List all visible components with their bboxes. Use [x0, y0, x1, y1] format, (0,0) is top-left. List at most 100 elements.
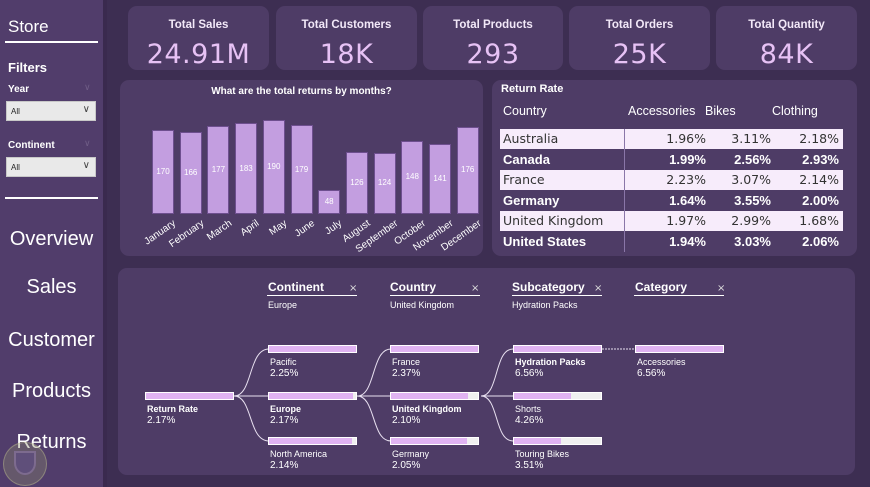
bar-fill	[146, 393, 233, 399]
kpi-title: Total Quantity	[748, 19, 825, 31]
nav-sales[interactable]: Sales	[26, 276, 77, 298]
rate-cell: 1.68%	[799, 213, 839, 228]
subcategory-node-value: 6.56%	[515, 368, 544, 379]
bar-fill	[636, 346, 723, 352]
chevron-down-icon[interactable]: ∨	[84, 83, 91, 93]
nav-customer[interactable]: Customer	[8, 329, 95, 351]
table-row[interactable]: Canada 1.99% 2.56% 2.93%	[500, 150, 843, 170]
year-filter-value: All	[11, 107, 20, 116]
continent-node-bar[interactable]	[268, 392, 357, 400]
bar-march[interactable]	[207, 126, 230, 214]
bar-fill	[514, 346, 601, 352]
x-tick-label: June	[292, 218, 317, 240]
level-header-subcategory[interactable]: Subcategory	[512, 280, 585, 294]
subcategory-node-bar[interactable]	[513, 437, 602, 445]
kpi-title: Total Products	[453, 19, 533, 31]
bar-october[interactable]	[401, 140, 424, 214]
country-node-value: 2.10%	[392, 415, 421, 426]
table-row[interactable]: United Kingdom 1.97% 2.99% 1.68%	[500, 211, 843, 231]
col-header-bikes[interactable]: Bikes	[705, 104, 736, 118]
bar-data-label: 166	[184, 167, 198, 177]
rate-cell: 3.07%	[731, 172, 771, 187]
bar-november[interactable]	[429, 144, 451, 214]
country-node-label: United Kingdom	[392, 404, 462, 414]
bar-data-label: 124	[377, 178, 392, 188]
rate-cell: 2.56%	[734, 152, 771, 167]
level-header-country[interactable]: Country	[390, 280, 436, 294]
subcategory-node-label: Hydration Packs	[515, 357, 586, 367]
sidebar: Store Filters Year ∨ All ∨ Continent ∨ A…	[0, 0, 103, 487]
subcategory-node-label: Shorts	[515, 404, 542, 414]
bar-february[interactable]	[179, 131, 202, 214]
rate-cell: 2.00%	[802, 193, 839, 208]
table-row[interactable]: Australia 1.96% 3.11% 2.18%	[500, 129, 843, 149]
year-filter-select[interactable]: All ∨	[6, 101, 96, 121]
bar-april[interactable]	[235, 123, 258, 214]
bar-july[interactable]	[318, 190, 341, 214]
bar-december[interactable]	[456, 126, 479, 214]
subcategory-node-bar[interactable]	[513, 392, 602, 400]
kpi-card-total-customers: Total Customers 18K	[276, 6, 417, 70]
category-node-bar[interactable]	[635, 345, 724, 353]
divider	[267, 295, 357, 296]
level-header-category[interactable]: Category	[635, 280, 688, 294]
year-filter-label: Year	[8, 84, 30, 95]
nav-products[interactable]: Products	[12, 380, 91, 402]
rate-cell: 3.55%	[734, 193, 771, 208]
level-header-continent[interactable]: Continent	[268, 280, 324, 294]
kpi-title: Total Sales	[168, 19, 229, 31]
subcategory-node-bar[interactable]	[513, 345, 602, 353]
bar-may[interactable]	[262, 120, 285, 214]
tree-link	[356, 395, 392, 442]
close-icon[interactable]: ×	[349, 283, 358, 294]
root-node-bar[interactable]	[145, 392, 234, 400]
bar-fill	[269, 346, 356, 352]
rate-cell: 1.96%	[666, 131, 706, 146]
country-node-value: 2.37%	[392, 368, 421, 379]
close-icon[interactable]: ×	[594, 283, 603, 294]
country-node-bar[interactable]	[390, 345, 479, 353]
continent-filter-value: All	[11, 163, 20, 172]
returns-by-month-chart: What are the total returns by months? 17…	[120, 80, 483, 256]
col-header-country[interactable]: Country	[503, 104, 547, 118]
country-node-bar[interactable]	[390, 392, 479, 400]
bar-data-label: 176	[461, 165, 475, 175]
continent-node-label: North America	[270, 449, 328, 459]
bar-fill	[269, 438, 352, 444]
continent-filter-label: Continent	[8, 140, 55, 151]
country-node-bar[interactable]	[390, 437, 479, 445]
continent-node-bar[interactable]	[268, 437, 357, 445]
bar-data-label: 126	[350, 177, 364, 187]
rate-cell: 3.03%	[734, 234, 771, 249]
bar-september[interactable]	[373, 152, 396, 214]
bar-august[interactable]	[345, 151, 368, 214]
bar-june[interactable]	[290, 125, 313, 214]
chevron-down-icon: ∨	[82, 160, 90, 171]
continent-filter-select[interactable]: All ∨	[6, 157, 96, 177]
subcategory-node-value: 3.51%	[515, 460, 544, 471]
filters-title: Filters	[8, 60, 48, 75]
chevron-down-icon[interactable]: ∨	[84, 139, 91, 149]
x-tick-label: March	[204, 218, 234, 243]
table-row[interactable]: United States 1.94% 3.03% 2.06%	[500, 232, 843, 252]
col-header-accessories[interactable]: Accessories	[628, 104, 696, 118]
nav-overview[interactable]: Overview	[9, 228, 94, 250]
chart-title: What are the total returns by months?	[211, 86, 392, 97]
bar-january[interactable]	[152, 129, 174, 214]
divider	[5, 197, 98, 199]
rate-cell: 2.23%	[666, 172, 706, 187]
table-row[interactable]: Germany 1.64% 3.55% 2.00%	[500, 191, 843, 211]
rate-cell: 3.11%	[731, 131, 771, 146]
subcategory-node-label: Touring Bikes	[515, 449, 570, 459]
country-cell: United Kingdom	[503, 213, 604, 228]
rate-cell: 2.93%	[802, 152, 839, 167]
close-icon[interactable]: ×	[717, 283, 726, 294]
continent-node-bar[interactable]	[268, 345, 357, 353]
chevron-down-icon: ∨	[82, 104, 90, 115]
col-header-clothing[interactable]: Clothing	[772, 104, 818, 118]
logo-icon	[3, 442, 47, 486]
country-cell: Canada	[503, 152, 550, 167]
close-icon[interactable]: ×	[471, 283, 480, 294]
table-row[interactable]: France 2.23% 3.07% 2.14%	[500, 170, 843, 190]
tree-link	[233, 348, 270, 397]
